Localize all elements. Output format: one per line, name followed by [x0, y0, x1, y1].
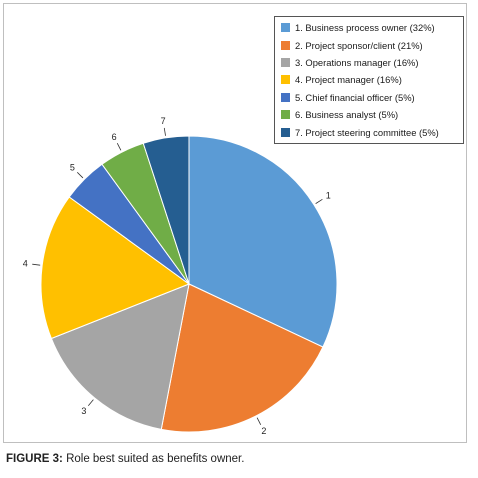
- leader-line: [163, 127, 166, 136]
- legend-label: 5. Chief financial officer (5%): [295, 91, 415, 103]
- legend-item: 6. Business analyst (5%): [281, 106, 459, 123]
- slice-label: 7: [161, 116, 166, 126]
- legend-label: 7. Project steering committee (5%): [295, 126, 439, 138]
- legend-swatch: [281, 75, 290, 85]
- pie-slice-3: [50, 283, 190, 430]
- pie-slice-7: [142, 135, 190, 285]
- leader-line: [116, 143, 122, 151]
- legend-label: 3. Operations manager (16%): [295, 56, 419, 68]
- leader-line: [256, 417, 262, 425]
- pie-slice-4: [40, 196, 191, 340]
- legend-swatch: [281, 110, 290, 120]
- leader-line: [315, 199, 323, 204]
- pie-slice-1: [188, 135, 338, 348]
- pie-slice-2: [160, 283, 324, 433]
- legend-label: 2. Project sponsor/client (21%): [295, 39, 423, 51]
- caption-label: FIGURE 3:: [6, 453, 63, 465]
- legend-item: 1. Business process owner (32%): [281, 19, 459, 36]
- figure-frame: 1 2 3 4 5 6 7 1. Business process owner (32%) …: [3, 3, 467, 443]
- legend-label: 6. Business analyst (5%): [295, 109, 399, 121]
- slice-label: 3: [81, 406, 86, 416]
- legend-label: 4. Project manager (16%): [295, 74, 402, 86]
- legend-item: 7. Project steering committee (5%): [281, 123, 459, 140]
- slice-label: 5: [70, 162, 75, 172]
- pie-chart: 1 2 3 4 5 6 7: [23, 116, 338, 436]
- slice-label: 1: [326, 191, 331, 201]
- legend-item: 2. Project sponsor/client (21%): [281, 36, 459, 53]
- legend-swatch: [281, 57, 290, 67]
- chart-legend: 1. Business process owner (32%) 2. Proje…: [274, 16, 464, 144]
- leader-line: [87, 399, 94, 406]
- legend-swatch: [281, 127, 290, 137]
- figure-caption: FIGURE 3: Role best suited as benefits o…: [6, 453, 244, 465]
- legend-swatch: [281, 40, 290, 50]
- legend-label: 1. Business process owner (32%): [295, 22, 435, 34]
- legend-item: 5. Chief financial officer (5%): [281, 89, 459, 106]
- legend-item: 3. Operations manager (16%): [281, 54, 459, 71]
- slice-label: 6: [112, 132, 117, 142]
- legend-swatch: [281, 92, 290, 102]
- legend-item: 4. Project manager (16%): [281, 71, 459, 88]
- slice-label: 2: [261, 426, 266, 436]
- slice-label: 4: [23, 258, 28, 268]
- leader-line: [32, 263, 41, 266]
- legend-swatch: [281, 23, 290, 33]
- leader-line: [76, 171, 84, 179]
- caption-text: Role best suited as benefits owner.: [62, 453, 245, 465]
